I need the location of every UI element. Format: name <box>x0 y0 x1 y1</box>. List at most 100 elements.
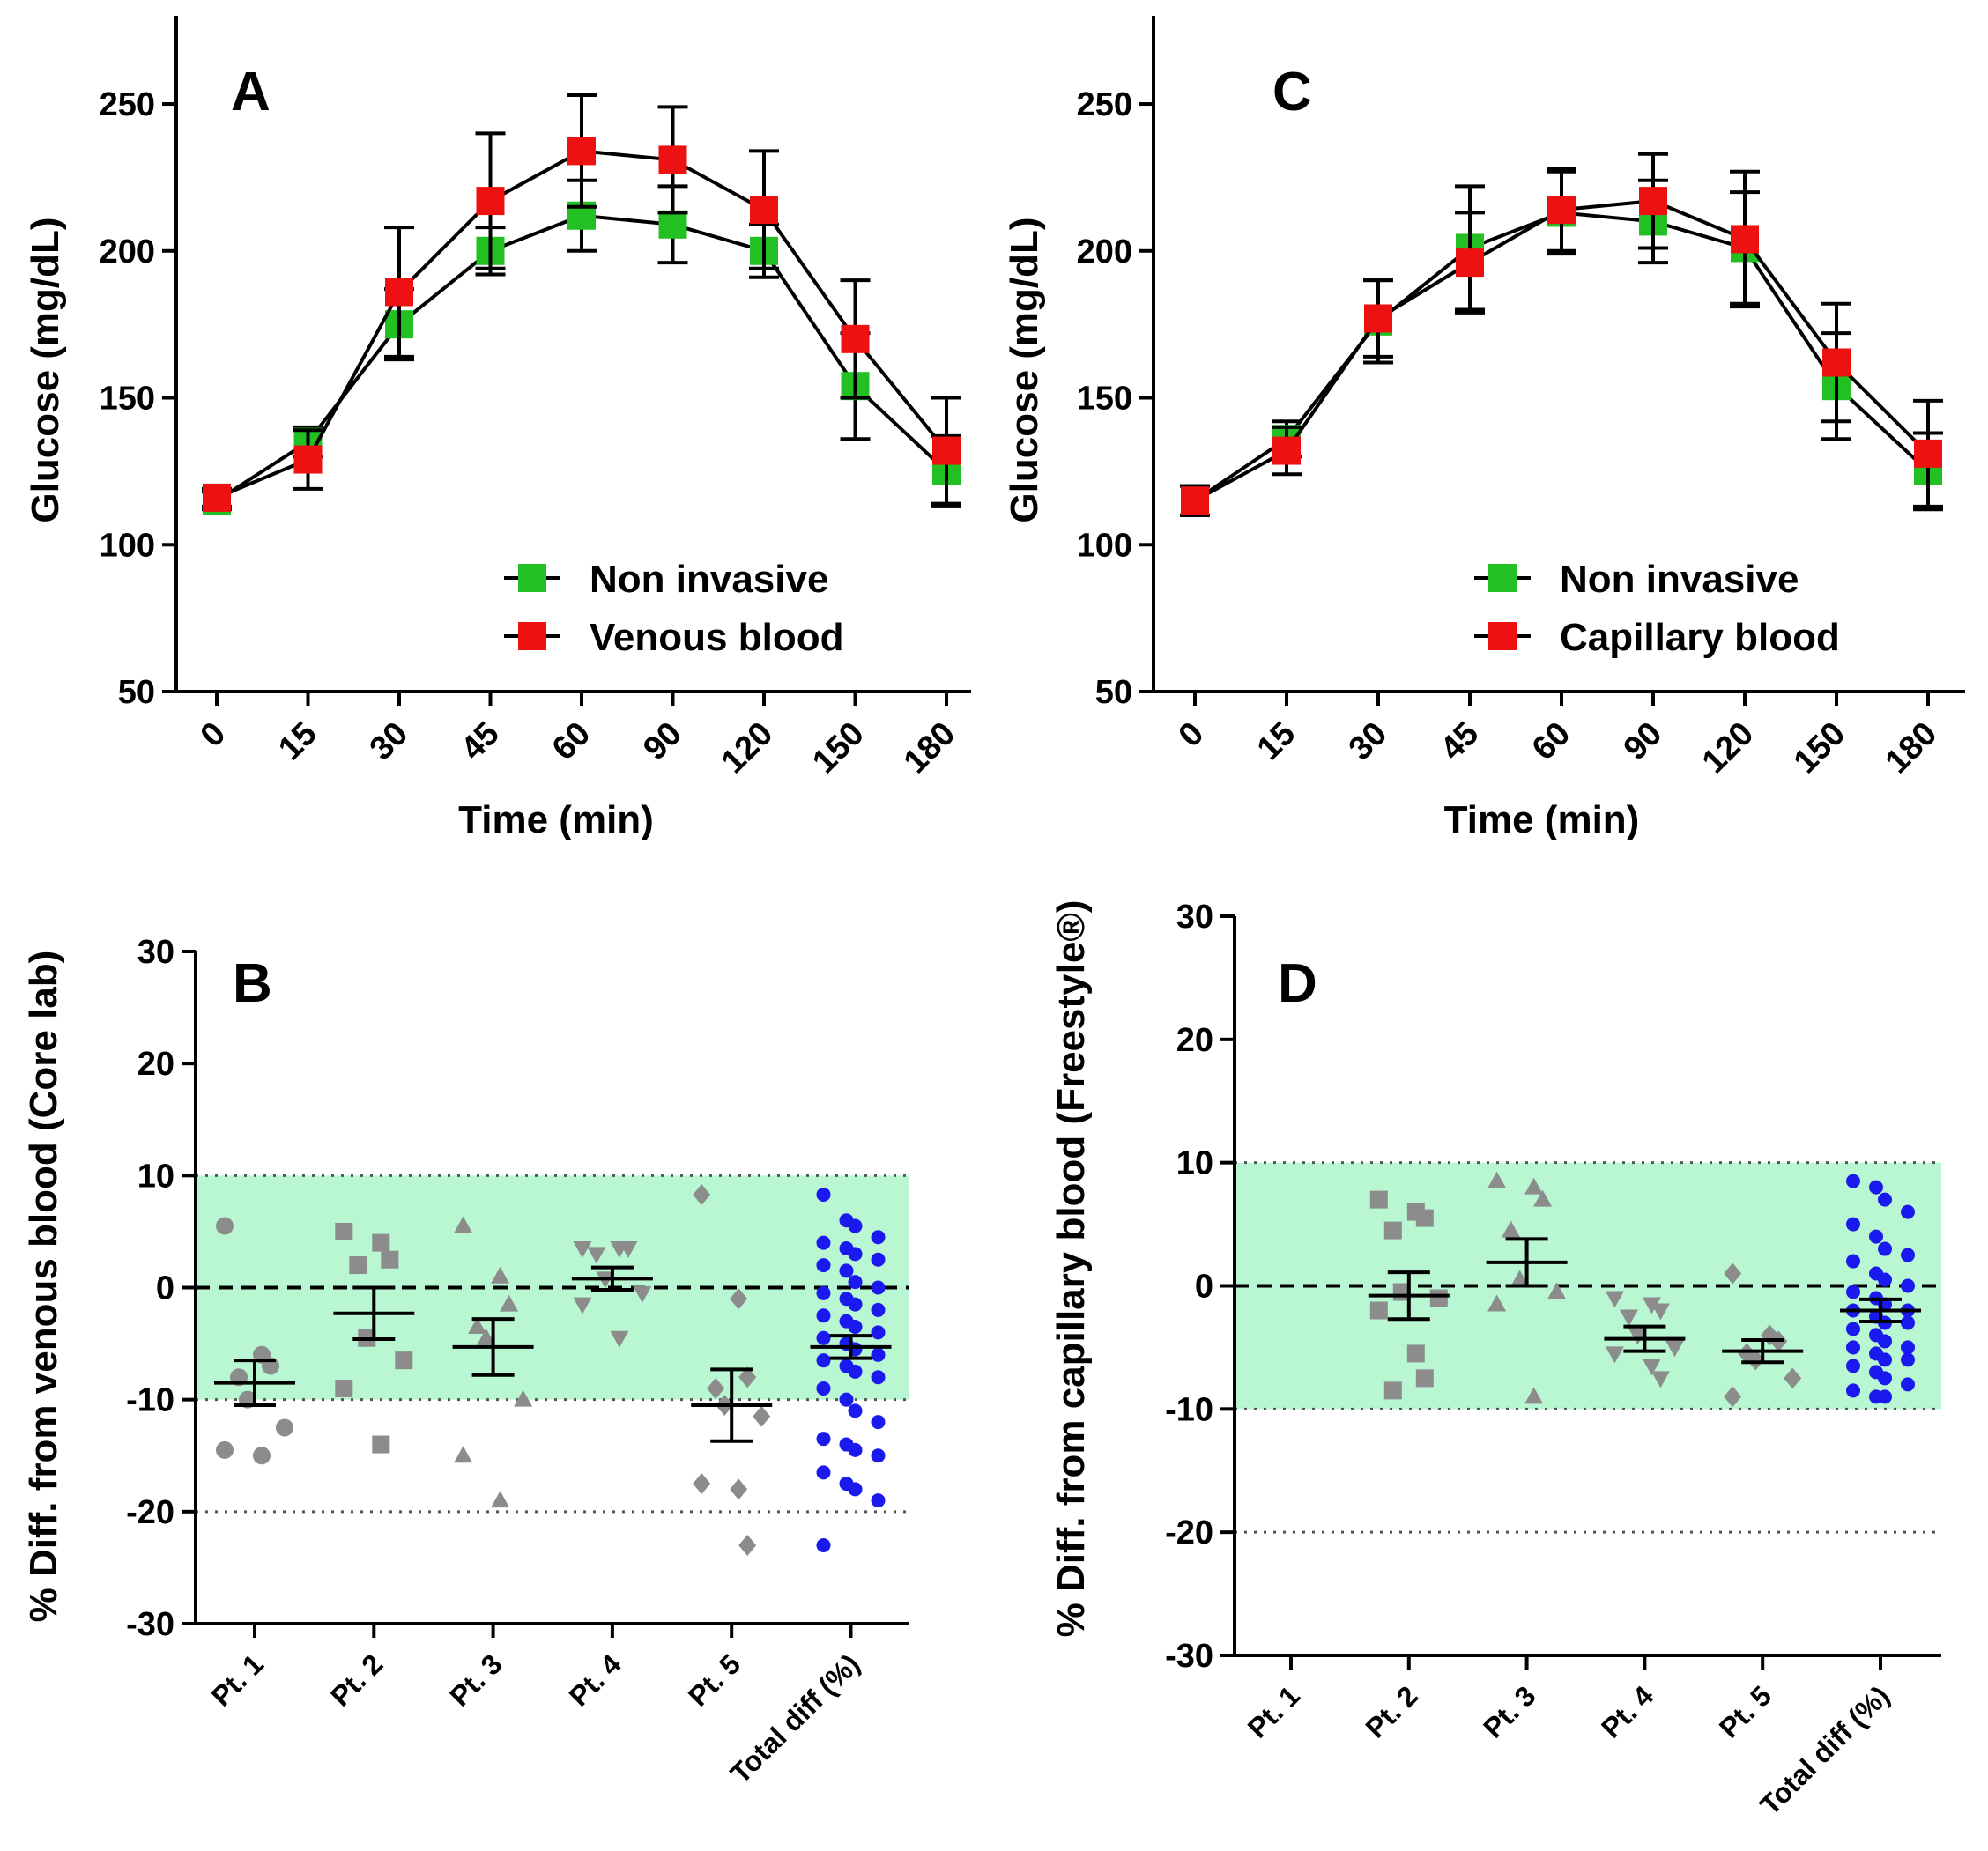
data-point <box>1642 1297 1661 1314</box>
data-point <box>1846 1217 1860 1232</box>
data-point <box>1364 304 1392 333</box>
data-point <box>1605 1291 1624 1308</box>
data-point <box>816 1235 831 1250</box>
data-point <box>1272 436 1301 465</box>
data-point <box>372 1435 390 1454</box>
y-tick-label: 100 <box>1077 527 1132 564</box>
x-tick-label: Pt. 5 <box>1713 1679 1777 1744</box>
data-point <box>871 1415 886 1430</box>
y-axis-label: % Diff. from venous blood (Core lab) <box>22 951 65 1623</box>
data-point <box>1878 1389 1892 1404</box>
x-tick-label: 120 <box>1695 715 1762 781</box>
data-point <box>1901 1377 1915 1392</box>
panel-c: 50 100 150 200 250 0 15 30 45 60 90 120 150 180 C Non i… <box>1003 16 1965 841</box>
data-point <box>491 1266 510 1284</box>
x-tick-label: 180 <box>1879 715 1945 781</box>
data-point <box>276 1418 293 1437</box>
data-point <box>1456 248 1484 278</box>
data-point <box>871 1448 886 1463</box>
data-point <box>848 1403 863 1418</box>
x-tick-label: 60 <box>545 715 598 768</box>
legend-marker <box>518 622 546 650</box>
data-point <box>514 1389 533 1407</box>
group-3 <box>571 1240 653 1348</box>
data-point <box>372 1233 390 1252</box>
data-point <box>1901 1340 1915 1355</box>
data-point <box>454 1216 473 1233</box>
group-2 <box>1486 1171 1568 1404</box>
data-point <box>253 1447 271 1465</box>
data-point <box>816 1432 831 1447</box>
x-tick-label: Pt. 4 <box>563 1647 627 1712</box>
x-tick-label: 90 <box>1617 715 1670 768</box>
data-point <box>1650 1371 1670 1388</box>
panel-a: 50 100 150 200 250 0 15 30 45 60 90 120 150 180 A Non i… <box>24 16 971 841</box>
y-tick-label: 100 <box>100 527 155 564</box>
data-point <box>1181 486 1209 515</box>
x-tick-label: Pt. 1 <box>1242 1679 1306 1744</box>
data-point <box>293 445 323 474</box>
data-point <box>1524 1177 1544 1195</box>
panel-letter: B <box>233 953 272 1014</box>
data-point <box>1628 1328 1647 1345</box>
group-5 <box>810 1187 892 1552</box>
data-point <box>1869 1180 1883 1195</box>
data-point <box>468 1317 487 1335</box>
data-point <box>841 324 870 353</box>
y-tick-label: 30 <box>137 934 174 971</box>
legend-label: Non invasive <box>1560 558 1799 601</box>
panel-b: -30 -20 -10 0 10 20 30 Pt. 1 Pt. 2 Pt. 3 Pt. 4 Pt. … <box>22 934 909 1789</box>
x-tick-label: Pt. 3 <box>443 1647 508 1712</box>
x-axis-label: Time (min) <box>1444 798 1640 841</box>
y-tick-label: -10 <box>126 1382 174 1419</box>
y-tick-label: 150 <box>100 381 155 418</box>
y-axis-label: % Diff. from capillary blood (Freestyle®… <box>1050 900 1093 1638</box>
x-tick-label: 150 <box>1787 715 1853 781</box>
data-point <box>1502 1220 1521 1238</box>
data-point <box>587 1247 606 1264</box>
data-point <box>1605 1346 1624 1364</box>
data-point <box>1650 1303 1670 1321</box>
data-point <box>1901 1352 1915 1367</box>
data-point <box>839 1392 854 1407</box>
x-axis-label: Time (min) <box>458 798 654 841</box>
y-tick-label: 10 <box>1176 1145 1213 1182</box>
data-point <box>1822 348 1851 377</box>
x-tick-label: Pt. 1 <box>205 1647 270 1712</box>
y-axis-label: Glucose (mg/dL) <box>24 217 67 522</box>
data-point <box>871 1280 886 1295</box>
x-tick-label: 150 <box>805 715 872 781</box>
data-point <box>1665 1340 1684 1358</box>
x-tick-label: Pt. 2 <box>324 1647 389 1712</box>
data-point <box>816 1465 831 1480</box>
data-point <box>567 137 596 166</box>
data-point <box>385 278 413 307</box>
data-point <box>203 483 231 512</box>
data-point <box>1487 1171 1507 1188</box>
legend-marker <box>1488 564 1517 592</box>
x-tick-label: 30 <box>1342 715 1395 768</box>
x-tick-label: 45 <box>1434 715 1487 768</box>
data-point <box>1901 1315 1915 1330</box>
y-tick-label: -10 <box>1165 1391 1213 1428</box>
data-point <box>1878 1334 1892 1349</box>
data-point <box>1369 1301 1388 1320</box>
data-point <box>1901 1278 1915 1293</box>
data-point <box>816 1381 831 1396</box>
y-tick-label: -20 <box>1165 1514 1213 1551</box>
data-point <box>871 1302 886 1317</box>
group-3 <box>1604 1291 1686 1388</box>
data-point <box>848 1275 863 1290</box>
data-point <box>1724 1386 1742 1408</box>
data-point <box>816 1285 831 1300</box>
x-tick-label: 90 <box>636 715 689 768</box>
series-1 <box>202 93 961 512</box>
panel-d: -30 -20 -10 0 10 20 30 Pt. 1 Pt. 2 Pt. 3 Pt. 4 Pt. … <box>1050 899 1941 1821</box>
data-point <box>1406 1344 1425 1363</box>
data-point <box>1547 1282 1567 1299</box>
data-point <box>1846 1174 1860 1188</box>
panel-letter: C <box>1272 62 1312 122</box>
x-tick-label: 45 <box>454 715 507 768</box>
data-point <box>1846 1322 1860 1336</box>
y-tick-label: 150 <box>1077 381 1132 418</box>
